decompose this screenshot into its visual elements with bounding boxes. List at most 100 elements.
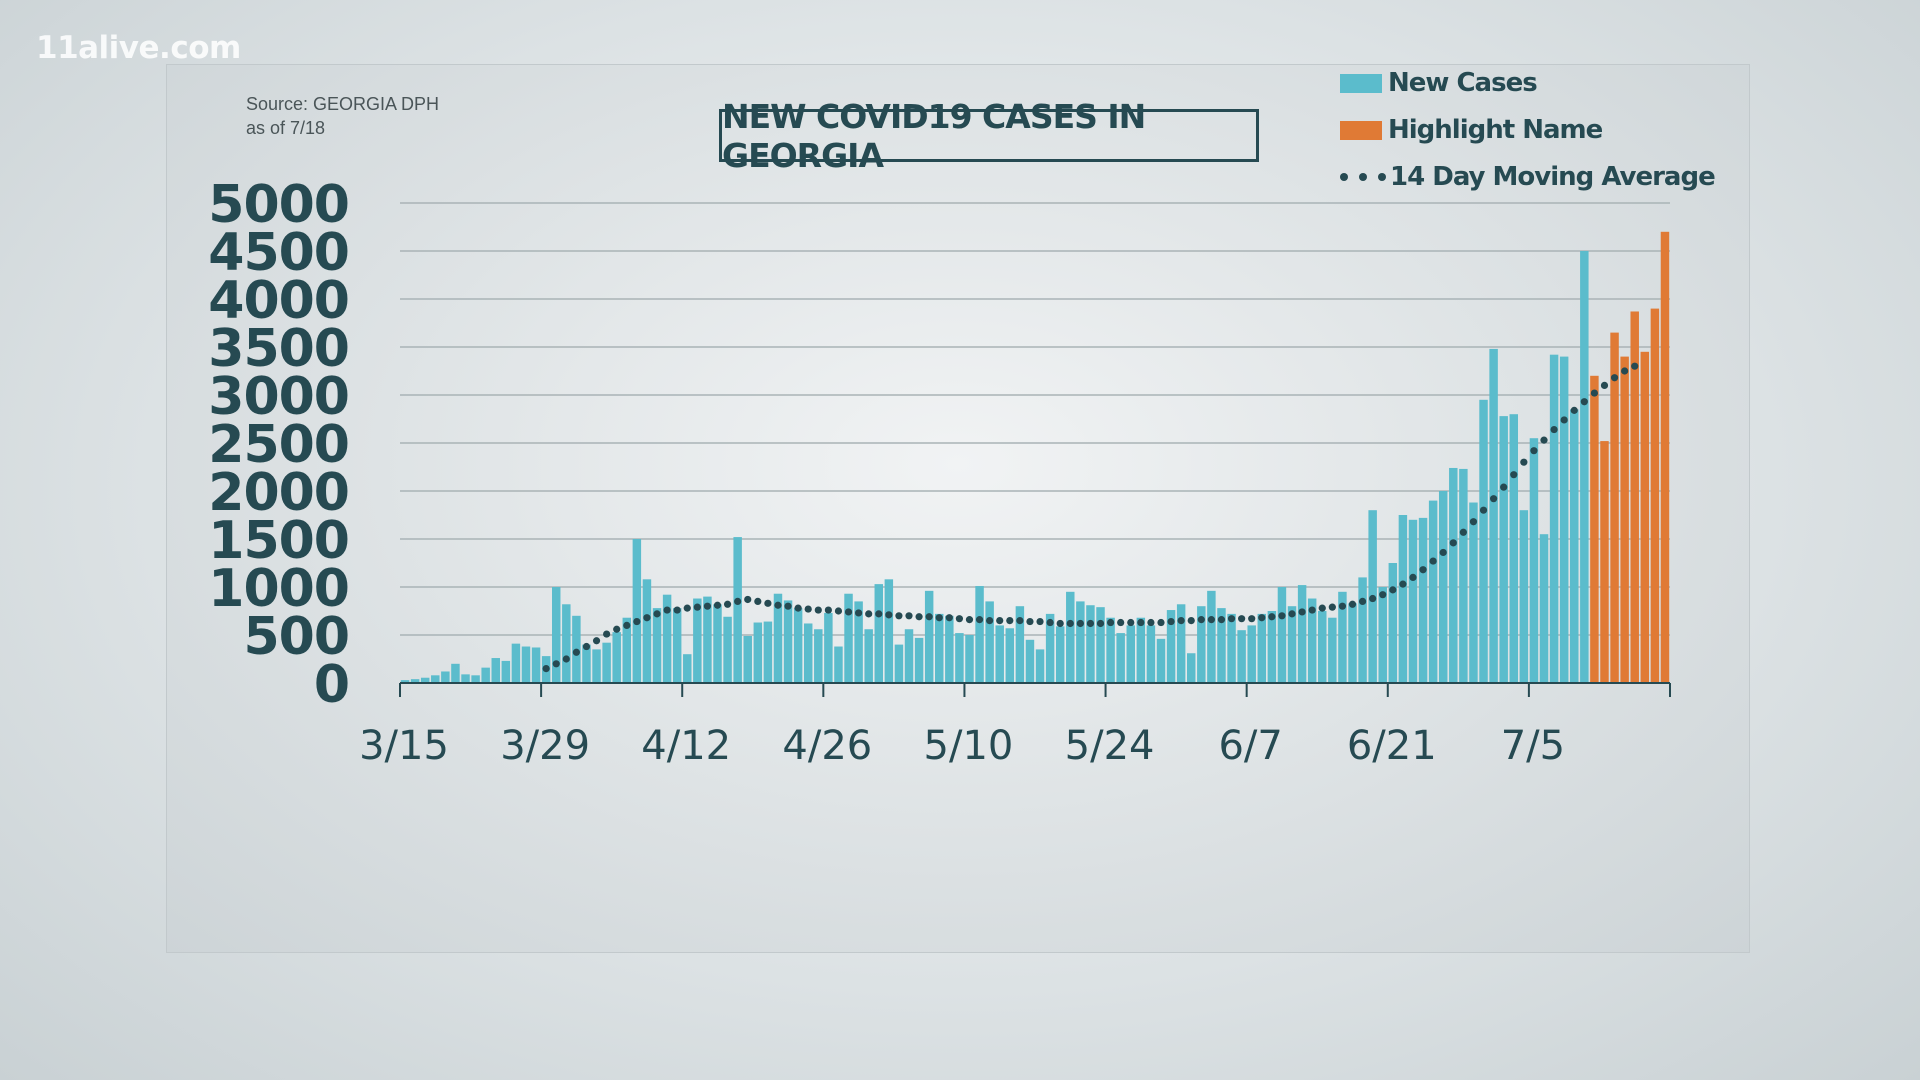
moving-average-dot	[1449, 539, 1457, 547]
moving-average-dot	[1258, 614, 1266, 622]
case-bar	[783, 600, 793, 683]
case-bar	[894, 644, 904, 683]
moving-average-dot	[1318, 604, 1326, 612]
case-bar	[683, 654, 692, 683]
case-bar	[1469, 502, 1478, 683]
case-bar	[1479, 399, 1488, 683]
case-bar	[551, 587, 561, 683]
y-tick-label: 4000	[208, 271, 349, 331]
source-note: Source: GEORGIA DPH as of 7/18	[246, 92, 439, 140]
case-bar	[652, 608, 662, 683]
case-bar	[592, 649, 601, 683]
moving-average-dot	[865, 610, 873, 618]
moving-average-dot	[613, 625, 621, 633]
moving-average-dot	[1479, 506, 1488, 514]
moving-average-dot	[1500, 483, 1508, 491]
case-bar	[824, 612, 833, 683]
moving-average-dot	[915, 613, 923, 621]
case-bar	[1570, 409, 1579, 683]
case-bar	[1529, 438, 1539, 683]
case-bar	[924, 590, 934, 683]
moving-average-dot	[1016, 617, 1024, 625]
case-bar	[743, 635, 752, 683]
case-bar	[511, 643, 521, 683]
case-bar	[1328, 617, 1337, 683]
case-bar	[1197, 606, 1206, 683]
moving-average-dot	[1127, 618, 1135, 627]
moving-average-dot	[945, 614, 953, 622]
case-bar	[1086, 605, 1095, 683]
case-bar	[1378, 587, 1387, 683]
moving-average-dot	[764, 599, 772, 607]
moving-average-dot	[1227, 615, 1236, 623]
case-bar	[935, 613, 944, 683]
case-bar	[622, 617, 632, 683]
source-line: Source: GEORGIA DPH	[246, 94, 440, 114]
case-bar	[531, 647, 541, 683]
case-bar	[1549, 354, 1559, 683]
case-bar	[582, 644, 591, 683]
case-bar	[562, 604, 571, 683]
moving-average-dot	[935, 614, 943, 622]
y-tick-label: 4500	[208, 223, 349, 283]
case-bar	[1277, 587, 1287, 683]
case-bar	[793, 608, 803, 683]
case-bar	[884, 579, 894, 683]
legend-dots-average	[1340, 168, 1386, 187]
highlight-bar	[1600, 441, 1609, 683]
case-bar	[672, 608, 682, 683]
case-bar	[854, 601, 863, 683]
moving-average-dot	[552, 660, 560, 668]
highlight-bar	[1630, 311, 1639, 683]
moving-average-dot	[1631, 362, 1639, 370]
case-bar	[431, 675, 440, 683]
case-bar	[1408, 519, 1418, 683]
case-bar	[410, 679, 420, 683]
y-tick-label: 1000	[208, 559, 349, 619]
moving-average-dot	[1187, 617, 1195, 625]
case-bar	[803, 623, 813, 683]
moving-average-dot	[734, 597, 742, 606]
moving-average-dot	[542, 665, 550, 673]
moving-average-dot	[673, 606, 681, 614]
case-bar	[1055, 626, 1065, 683]
case-bar	[1207, 590, 1216, 683]
moving-average-dot	[603, 630, 611, 638]
case-bar	[451, 663, 460, 683]
case-bar	[814, 629, 823, 683]
y-tick-label: 2000	[208, 463, 349, 523]
case-bar	[1489, 348, 1498, 683]
case-bar	[1146, 625, 1156, 683]
moving-average-dot	[1621, 367, 1629, 375]
x-tick-label: 5/10	[924, 723, 1014, 769]
case-bar	[1217, 608, 1226, 683]
moving-average-dot	[1268, 613, 1276, 621]
moving-average-dot	[1248, 615, 1256, 623]
moving-average-dot	[1238, 615, 1246, 623]
highlight-bar	[1660, 231, 1670, 684]
moving-average-dot	[1610, 374, 1619, 382]
case-bar	[1318, 611, 1327, 683]
moving-average-dot	[1106, 618, 1115, 627]
legend-swatch-new-cases	[1340, 73, 1382, 93]
case-bar	[985, 601, 994, 683]
moving-average-dot	[804, 605, 812, 613]
moving-average-dot	[1217, 616, 1226, 624]
moving-average-dot	[885, 611, 893, 619]
case-bar	[1287, 606, 1297, 683]
case-bar	[1237, 630, 1246, 683]
case-bar	[1166, 610, 1176, 683]
case-bar	[602, 642, 611, 683]
legend-label-new-cases: New Cases	[1388, 68, 1538, 98]
moving-average-dot	[855, 609, 863, 617]
moving-average-dot	[1288, 610, 1296, 618]
case-bar	[1559, 356, 1569, 683]
moving-average-dot	[1338, 602, 1347, 610]
moving-average-dot	[996, 617, 1004, 625]
moving-average-dot	[572, 648, 580, 656]
moving-average-dot	[703, 602, 712, 610]
moving-average-dot	[1036, 617, 1044, 626]
case-bar	[1156, 638, 1166, 683]
moving-average-dot	[1177, 617, 1185, 625]
